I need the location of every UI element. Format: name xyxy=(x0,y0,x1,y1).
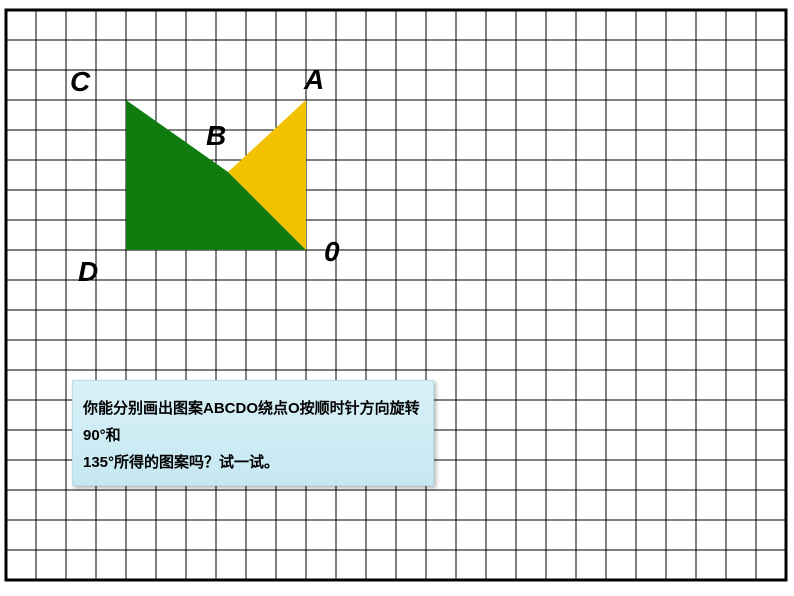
label-a: A xyxy=(304,64,324,96)
label-d: D xyxy=(78,256,98,288)
label-b: B xyxy=(206,120,226,152)
question-line-1: 你能分别画出图案ABCDO绕点O按顺时针方向旋转90°和 xyxy=(83,395,423,449)
grid xyxy=(0,0,794,596)
label-c: C xyxy=(70,66,90,98)
diagram-canvas: A B C D 0 你能分别画出图案ABCDO绕点O按顺时针方向旋转90°和 1… xyxy=(0,0,794,596)
question-box: 你能分别画出图案ABCDO绕点O按顺时针方向旋转90°和 135°所得的图案吗？… xyxy=(72,380,434,486)
label-o: 0 xyxy=(324,236,340,268)
question-line-2: 135°所得的图案吗？试一试。 xyxy=(83,449,423,476)
